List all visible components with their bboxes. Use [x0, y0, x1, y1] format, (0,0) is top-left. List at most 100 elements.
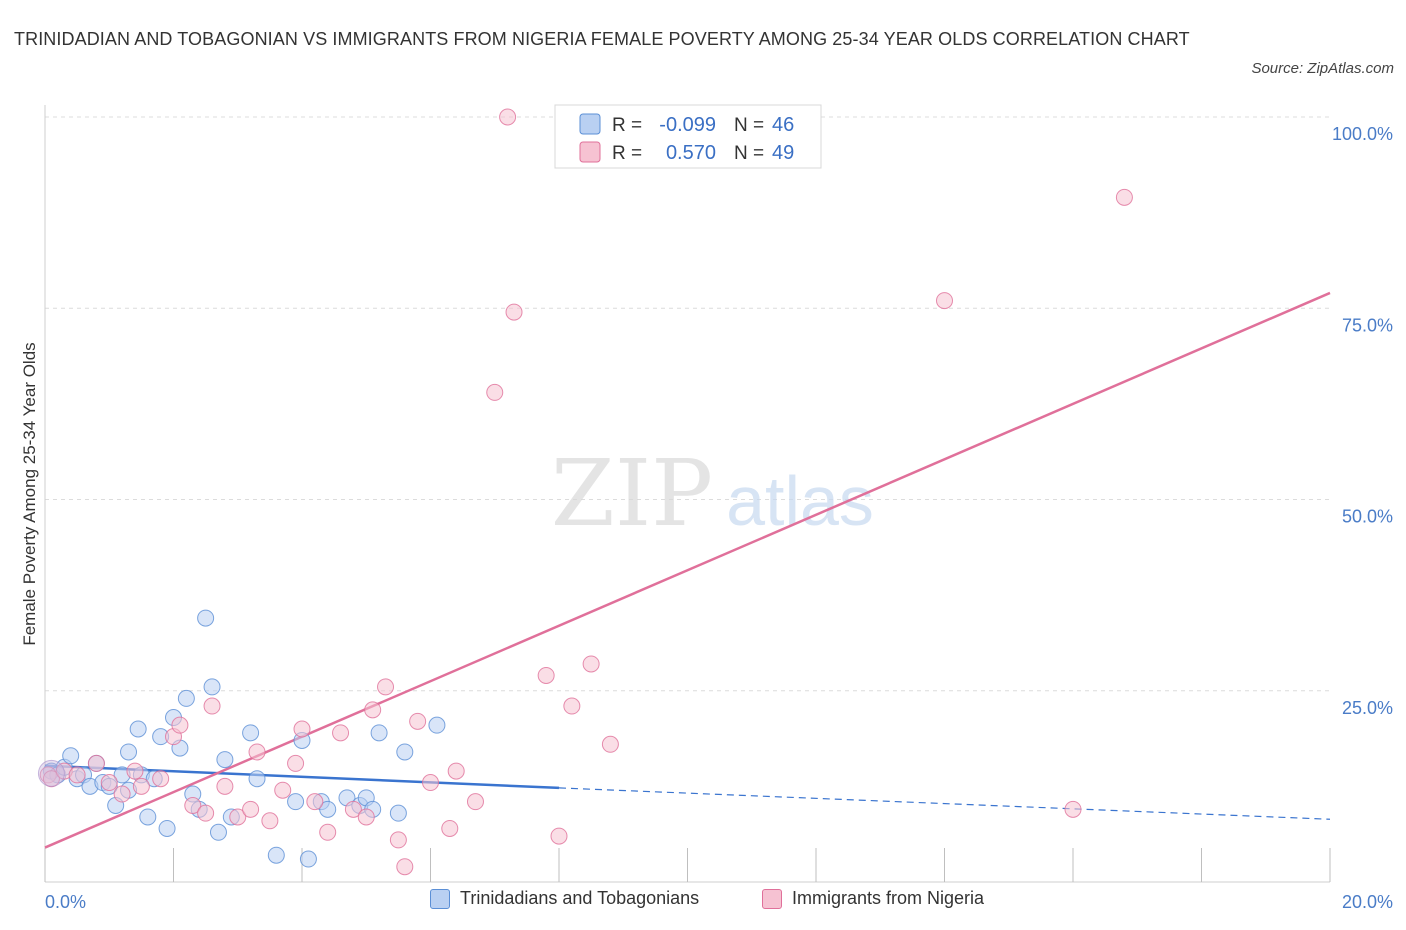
legend-top: R = -0.099 N = 46 R = 0.570 N = 49	[554, 104, 822, 169]
legend-item-nigeria[interactable]: Immigrants from Nigeria	[762, 888, 984, 909]
legend-n-label-1: N =	[734, 143, 764, 164]
point-s0-27	[209, 823, 227, 841]
point-s0-32	[267, 846, 285, 864]
point-cluster-origin	[37, 759, 65, 787]
trend-lines	[44, 291, 1331, 849]
x-tick-label-min: 0.0%	[45, 892, 86, 912]
point-s1-47	[1064, 800, 1082, 818]
point-s1-25	[332, 724, 350, 742]
watermark: ZIP atlas	[551, 440, 874, 547]
point-s1-5	[100, 774, 118, 792]
point-s0-16	[139, 808, 157, 826]
point-s0-44	[389, 804, 407, 822]
point-s1-33	[422, 774, 439, 792]
point-s0-42	[370, 724, 388, 742]
point-s1-14	[203, 697, 221, 715]
trend-line-nigeria	[44, 291, 1331, 849]
point-s0-43	[396, 743, 414, 761]
trend-line-trinidadians-extension	[558, 787, 1331, 820]
point-s1-22	[293, 720, 311, 738]
point-s1-43	[582, 655, 600, 673]
legend-swatch-1	[579, 141, 601, 163]
legend-swatch-blue	[430, 888, 450, 909]
legend-bottom: Trinidadians and Tobagonians Immigrants …	[0, 888, 1406, 918]
point-s0-33	[287, 793, 305, 811]
point-s1-28	[364, 701, 382, 719]
point-s1-23	[306, 793, 324, 811]
point-s1-21	[287, 754, 305, 772]
point-s1-36	[466, 793, 484, 811]
legend-swatch-0	[579, 113, 601, 135]
chart-source: Source: ZipAtlas.com	[1251, 60, 1394, 77]
point-s1-15	[216, 777, 234, 795]
watermark-zip: ZIP	[551, 440, 713, 547]
legend-r-value-0: -0.099	[659, 114, 716, 136]
point-s1-38	[499, 108, 517, 126]
tick-labels: 100.0% 75.0% 50.0% 25.0% 0.0% 20.0%	[45, 124, 1393, 912]
point-s0-31	[248, 770, 266, 788]
point-s1-24	[319, 823, 337, 841]
legend-r-label-0: R =	[612, 115, 642, 136]
point-s1-44	[601, 735, 619, 753]
point-s0-3	[62, 747, 80, 765]
point-s1-34	[441, 819, 459, 837]
point-s1-4	[87, 754, 105, 772]
legend-r-label-1: R =	[612, 143, 642, 164]
point-s1-11	[171, 716, 189, 734]
point-s1-48	[1115, 188, 1133, 206]
point-s1-39	[505, 303, 523, 321]
legend-swatch-pink	[762, 888, 782, 909]
point-s1-41	[550, 827, 568, 845]
data-points	[37, 108, 1133, 876]
legend-label-trinidadians: Trinidadians and Tobagonians	[460, 888, 700, 908]
legend-item-trinidadians[interactable]: Trinidadians and Tobagonians	[430, 888, 699, 909]
point-s0-35	[299, 850, 317, 868]
chart-title: TRINIDADIAN AND TOBAGONIAN VS IMMIGRANTS…	[14, 29, 1190, 49]
y-tick-label-25: 25.0%	[1342, 698, 1393, 718]
y-tick-label-100: 100.0%	[1332, 124, 1393, 144]
point-s1-13	[197, 804, 215, 822]
watermark-atlas: atlas	[726, 462, 874, 540]
point-s1-35	[447, 762, 465, 780]
point-s1-18	[248, 743, 266, 761]
point-s1-30	[389, 831, 407, 849]
point-s1-26	[344, 800, 362, 818]
point-s1-40	[537, 666, 555, 684]
point-s1-20	[274, 781, 292, 799]
point-s0-26	[203, 678, 221, 696]
point-s0-25	[197, 609, 215, 627]
x-tick-label-max: 20.0%	[1342, 892, 1393, 912]
point-s1-17	[242, 800, 260, 818]
point-s1-7	[126, 762, 144, 780]
point-s1-6	[113, 785, 131, 803]
legend-n-label-0: N =	[734, 115, 764, 136]
point-s1-12	[184, 797, 202, 814]
point-s0-19	[158, 819, 176, 837]
legend-n-value-0: 46	[772, 114, 794, 136]
legend-label-nigeria: Immigrants from Nigeria	[792, 888, 985, 908]
point-s1-31	[396, 858, 414, 876]
point-s1-9	[152, 770, 170, 788]
legend-n-value-1: 49	[772, 142, 794, 164]
point-s1-42	[563, 697, 581, 715]
point-s0-22	[177, 689, 195, 707]
point-s1-3	[68, 766, 86, 784]
legend-r-value-1: 0.570	[666, 142, 716, 164]
point-s0-14	[129, 720, 147, 738]
point-s1-16	[229, 808, 247, 826]
point-s1-8	[132, 777, 150, 795]
point-s1-19	[261, 812, 279, 830]
point-s0-13	[120, 743, 138, 761]
point-s0-45	[428, 716, 446, 734]
point-s1-29	[377, 678, 395, 696]
point-s1-32	[409, 712, 427, 730]
y-tick-label-50: 50.0%	[1342, 507, 1393, 527]
point-s0-28	[216, 751, 234, 769]
point-s1-27	[357, 808, 375, 826]
gridlines	[45, 116, 1330, 692]
y-tick-label-75: 75.0%	[1342, 315, 1393, 335]
point-s1-46	[936, 292, 953, 310]
point-s0-30	[242, 724, 260, 742]
point-s1-37	[486, 383, 504, 401]
